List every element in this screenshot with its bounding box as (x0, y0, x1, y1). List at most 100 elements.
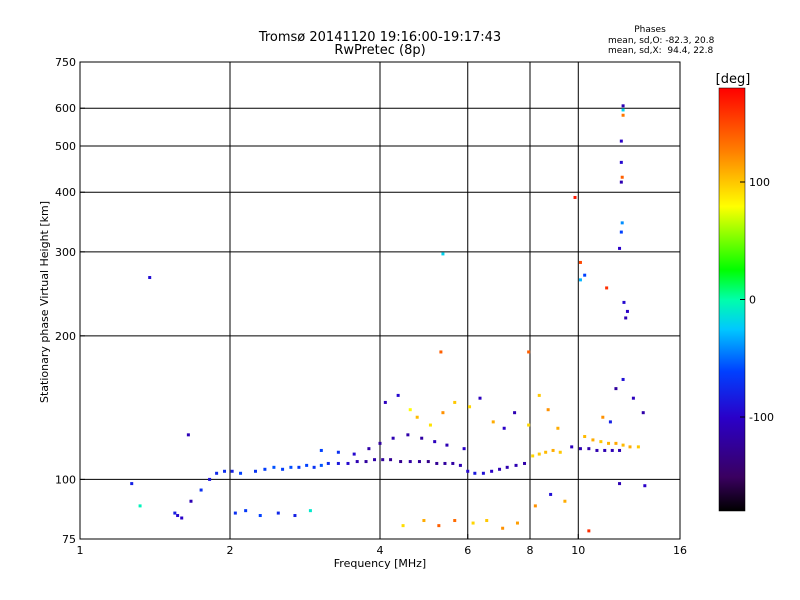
data-point (631, 396, 635, 400)
data-point (208, 477, 212, 481)
data-point (622, 300, 626, 304)
data-point (643, 484, 647, 488)
data-point (437, 524, 441, 528)
y-axis-label: Stationary phase Virtual Height [km] (38, 201, 51, 403)
data-points (130, 104, 647, 533)
data-point (513, 411, 517, 415)
data-point (189, 499, 193, 503)
data-point (378, 441, 382, 445)
data-point (173, 511, 177, 515)
stats-line-x: mean, sd,X: 94.4, 22.8 (608, 46, 714, 56)
data-point (620, 175, 624, 179)
data-point (549, 492, 553, 496)
y-tick-label: 300 (55, 246, 76, 259)
data-point (276, 511, 280, 515)
data-point (364, 460, 368, 464)
data-point (546, 408, 550, 412)
data-point (326, 461, 330, 465)
data-point (514, 463, 518, 467)
y-tick-label: 75 (62, 533, 76, 546)
data-point (352, 452, 356, 456)
data-point (415, 415, 419, 419)
data-point (244, 509, 248, 513)
data-point (308, 509, 312, 513)
data-point (620, 221, 624, 225)
data-point (614, 387, 618, 391)
data-point (551, 448, 555, 452)
data-point (281, 467, 285, 471)
data-point (607, 441, 611, 445)
data-point (466, 469, 470, 473)
y-tick-label: 500 (55, 140, 76, 153)
data-point (533, 504, 537, 508)
y-ticks: 750 600 500 400 300 200 100 75 (55, 56, 85, 546)
data-point (527, 350, 531, 354)
data-point (621, 104, 625, 108)
data-point (186, 433, 190, 437)
data-point (346, 461, 350, 465)
data-point (453, 519, 457, 523)
data-point (618, 482, 622, 486)
data-point (130, 482, 134, 486)
data-point (367, 447, 371, 451)
data-point (223, 469, 227, 473)
data-point (451, 461, 455, 465)
data-point (621, 113, 625, 117)
colorbar-tick-label: 0 (749, 294, 756, 307)
data-point (608, 420, 612, 424)
data-point (603, 448, 607, 452)
data-point (515, 521, 519, 525)
data-point (428, 423, 432, 427)
data-point (625, 309, 629, 313)
x-tick-label: 6 (464, 544, 471, 557)
data-point (558, 450, 562, 454)
data-point (619, 139, 623, 143)
data-point (148, 276, 152, 280)
data-point (619, 180, 623, 184)
y-tick-label: 400 (55, 186, 76, 199)
data-point (614, 441, 618, 445)
x-tick-label: 16 (673, 544, 687, 557)
data-point (435, 461, 439, 465)
data-point (583, 273, 587, 277)
data-point (587, 529, 591, 533)
data-point (527, 423, 531, 427)
data-point (336, 450, 340, 454)
data-point (441, 411, 445, 415)
data-point (289, 465, 293, 469)
data-point (473, 471, 477, 475)
data-point (336, 461, 340, 465)
data-point (618, 246, 622, 250)
data-point (445, 443, 449, 447)
colorbar-tick-label: -100 (749, 411, 774, 424)
stats-line-o: mean, sd,O: -82.3, 20.8 (608, 36, 715, 46)
data-point (396, 393, 400, 397)
data-point (417, 460, 421, 464)
data-point (621, 108, 625, 112)
data-point (601, 415, 605, 419)
data-point (253, 469, 257, 473)
x-tick-label: 8 (527, 544, 534, 557)
data-point (420, 436, 424, 440)
data-point (233, 511, 237, 515)
data-point (605, 286, 609, 290)
data-point (176, 514, 180, 518)
data-point (319, 463, 323, 467)
data-point (453, 400, 457, 404)
data-point (591, 438, 595, 442)
data-point (439, 350, 443, 354)
data-point (422, 519, 426, 523)
data-point (426, 460, 430, 464)
x-tick-label: 10 (571, 544, 585, 557)
data-point (468, 405, 472, 409)
data-point (462, 447, 466, 451)
data-point (373, 458, 377, 462)
data-point (433, 440, 437, 444)
data-point (537, 393, 541, 397)
colorbar (718, 87, 746, 512)
x-tick-label: 2 (227, 544, 234, 557)
data-point (478, 396, 482, 400)
data-point (319, 448, 323, 452)
data-point (618, 448, 622, 452)
